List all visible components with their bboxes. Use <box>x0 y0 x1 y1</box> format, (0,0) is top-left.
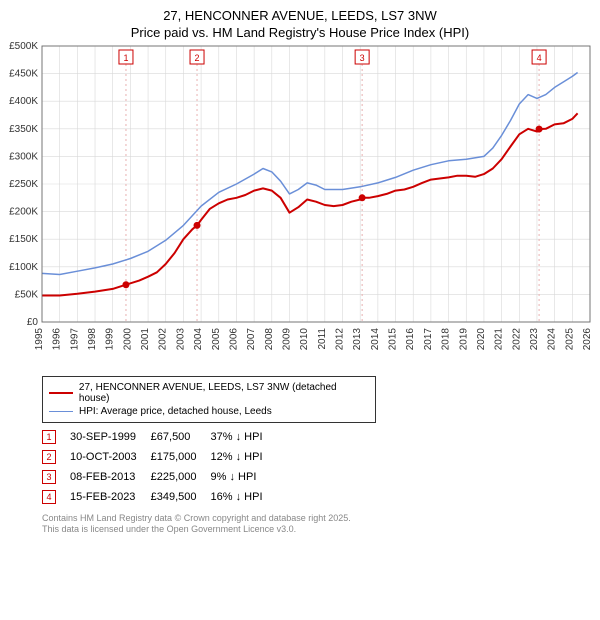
transaction-price: £349,500 <box>151 487 211 507</box>
transaction-marker: 2 <box>42 450 56 464</box>
transaction-marker: 3 <box>42 470 56 484</box>
transaction-price: £175,000 <box>151 447 211 467</box>
table-row: 2 10-OCT-2003£175,00012% ↓ HPI <box>42 447 277 467</box>
svg-text:2014: 2014 <box>370 327 381 350</box>
footer-line-2: This data is licensed under the Open Gov… <box>42 524 600 536</box>
transactions-table: 1 30-SEP-1999£67,50037% ↓ HPI 2 10-OCT-2003… <box>42 427 277 507</box>
transaction-date: 15-FEB-2023 <box>70 487 151 507</box>
svg-text:2018: 2018 <box>441 327 452 350</box>
legend-swatch <box>49 411 73 412</box>
svg-text:2016: 2016 <box>405 327 416 350</box>
svg-text:2003: 2003 <box>175 327 186 350</box>
svg-text:2006: 2006 <box>228 327 239 350</box>
svg-text:£450K: £450K <box>9 68 38 79</box>
svg-text:2009: 2009 <box>281 327 292 350</box>
legend: 27, HENCONNER AVENUE, LEEDS, LS7 3NW (de… <box>42 376 376 423</box>
svg-text:4: 4 <box>537 53 542 63</box>
svg-text:2011: 2011 <box>317 327 328 349</box>
svg-text:1995: 1995 <box>34 327 45 350</box>
svg-text:2010: 2010 <box>299 327 310 350</box>
chart-area: £0 £50K £100K £150K £200K £250K £300K £350K £400… <box>0 42 600 372</box>
svg-text:2005: 2005 <box>211 327 222 350</box>
legend-label: HPI: Average price, detached house, Leed… <box>79 406 272 417</box>
transaction-price: £225,000 <box>151 467 211 487</box>
svg-text:3: 3 <box>360 53 365 63</box>
svg-text:£100K: £100K <box>9 262 38 273</box>
svg-text:1996: 1996 <box>52 327 63 350</box>
legend-swatch <box>49 392 73 394</box>
legend-row: HPI: Average price, detached house, Leed… <box>49 405 369 418</box>
legend-row: 27, HENCONNER AVENUE, LEEDS, LS7 3NW (de… <box>49 381 369 405</box>
chart-svg: £0 £50K £100K £150K £200K £250K £300K £350K £400… <box>0 42 600 372</box>
svg-text:2002: 2002 <box>158 327 169 350</box>
transaction-price: £67,500 <box>151 427 211 447</box>
svg-text:2019: 2019 <box>458 327 469 350</box>
title-line-1: 27, HENCONNER AVENUE, LEEDS, LS7 3NW <box>0 8 600 25</box>
svg-text:£150K: £150K <box>9 234 38 245</box>
svg-text:2004: 2004 <box>193 327 204 350</box>
svg-text:2017: 2017 <box>423 327 434 350</box>
footer-line-1: Contains HM Land Registry data © Crown c… <box>42 513 600 525</box>
svg-text:2026: 2026 <box>582 327 593 350</box>
svg-text:1998: 1998 <box>87 327 98 350</box>
svg-text:2025: 2025 <box>564 327 575 350</box>
transaction-delta: 37% ↓ HPI <box>211 427 277 447</box>
svg-text:2024: 2024 <box>547 327 558 350</box>
svg-text:£0: £0 <box>27 317 39 328</box>
legend-label: 27, HENCONNER AVENUE, LEEDS, LS7 3NW (de… <box>79 382 369 404</box>
transaction-delta: 12% ↓ HPI <box>211 447 277 467</box>
transaction-marker: 1 <box>42 430 56 444</box>
svg-text:£250K: £250K <box>9 179 38 190</box>
transaction-marker: 4 <box>42 490 56 504</box>
table-row: 1 30-SEP-1999£67,50037% ↓ HPI <box>42 427 277 447</box>
svg-text:2007: 2007 <box>246 327 257 350</box>
svg-text:2021: 2021 <box>494 327 505 350</box>
transaction-delta: 9% ↓ HPI <box>211 467 277 487</box>
footer: Contains HM Land Registry data © Crown c… <box>42 513 600 536</box>
svg-text:2013: 2013 <box>352 327 363 350</box>
svg-text:£50K: £50K <box>15 289 39 300</box>
svg-text:2008: 2008 <box>264 327 275 350</box>
svg-text:1999: 1999 <box>105 327 116 350</box>
svg-text:2000: 2000 <box>122 327 133 350</box>
svg-text:£350K: £350K <box>9 124 38 135</box>
svg-text:£200K: £200K <box>9 206 38 217</box>
svg-text:£500K: £500K <box>9 42 38 52</box>
svg-text:2022: 2022 <box>511 327 522 350</box>
svg-text:2012: 2012 <box>335 327 346 350</box>
table-row: 4 15-FEB-2023£349,50016% ↓ HPI <box>42 487 277 507</box>
svg-text:2015: 2015 <box>388 327 399 350</box>
svg-text:£400K: £400K <box>9 96 38 107</box>
svg-text:2001: 2001 <box>140 327 151 350</box>
svg-text:2: 2 <box>195 53 200 63</box>
transaction-date: 08-FEB-2013 <box>70 467 151 487</box>
title-line-2: Price paid vs. HM Land Registry's House … <box>0 25 600 42</box>
svg-text:1: 1 <box>123 53 128 63</box>
svg-text:2023: 2023 <box>529 327 540 350</box>
svg-text:£300K: £300K <box>9 151 38 162</box>
chart-title: 27, HENCONNER AVENUE, LEEDS, LS7 3NW Pri… <box>0 0 600 42</box>
table-row: 3 08-FEB-2013£225,0009% ↓ HPI <box>42 467 277 487</box>
transaction-date: 30-SEP-1999 <box>70 427 151 447</box>
svg-text:2020: 2020 <box>476 327 487 350</box>
chart-container: 27, HENCONNER AVENUE, LEEDS, LS7 3NW Pri… <box>0 0 600 536</box>
svg-text:1997: 1997 <box>69 327 80 350</box>
transaction-date: 10-OCT-2003 <box>70 447 151 467</box>
transaction-delta: 16% ↓ HPI <box>211 487 277 507</box>
